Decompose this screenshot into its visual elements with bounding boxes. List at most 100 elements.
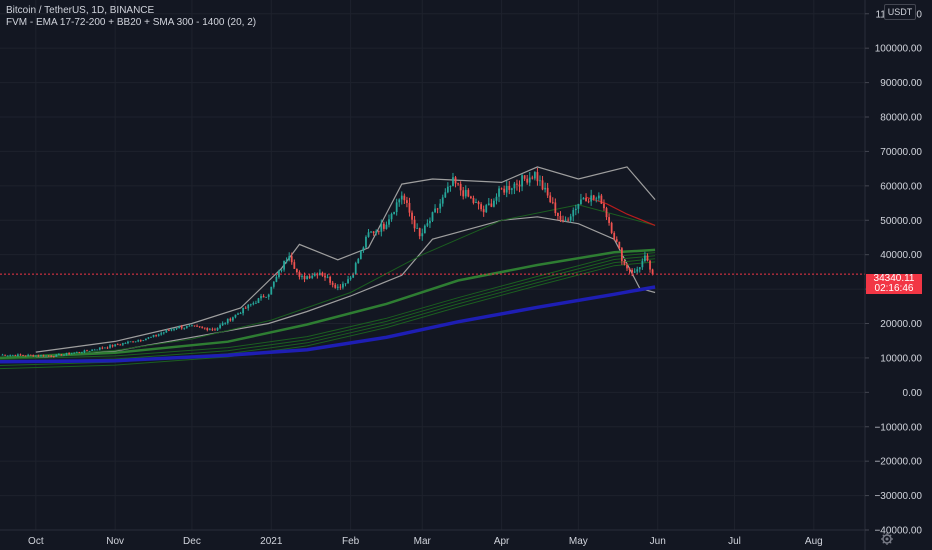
candle-body	[336, 286, 339, 288]
candle-body	[574, 208, 577, 211]
candle-body	[469, 196, 472, 198]
candle-body	[605, 208, 608, 218]
candle-body	[34, 355, 37, 357]
candle-body	[564, 219, 567, 221]
candle-body	[160, 333, 163, 335]
candle-body	[429, 220, 431, 224]
candle-body	[47, 355, 50, 357]
candle-body	[508, 185, 511, 190]
candle-body	[577, 203, 580, 209]
candle-body	[372, 231, 375, 234]
candle-body	[178, 326, 181, 329]
y-tick-label: 100000.00	[875, 44, 923, 55]
candle-body	[4, 354, 7, 356]
candle-body	[155, 334, 158, 336]
x-tick-label: Dec	[183, 536, 201, 547]
x-tick-label: Mar	[414, 536, 432, 547]
candle-body	[6, 355, 9, 357]
candle-body	[651, 269, 654, 275]
candle-body	[459, 183, 462, 191]
candle-body	[590, 195, 593, 202]
candle-body	[354, 263, 357, 274]
candle-body	[73, 352, 76, 354]
y-tick-label: 20000.00	[880, 319, 922, 330]
candle-body	[40, 355, 42, 357]
candle-body	[464, 189, 467, 197]
candle-body	[518, 184, 521, 187]
candle-body	[134, 341, 137, 343]
candle-body	[580, 199, 582, 204]
candle-body	[249, 304, 252, 306]
candle-body	[382, 223, 385, 229]
candle-body	[285, 260, 288, 261]
candle-body	[234, 314, 237, 318]
ema-200-line	[0, 248, 656, 360]
candle-body	[546, 187, 549, 196]
candle-body	[229, 318, 232, 321]
last-price-value: 34340.11	[873, 273, 915, 284]
candle-body	[78, 352, 81, 353]
currency-button[interactable]: USDT	[884, 4, 916, 20]
candle-body	[165, 330, 168, 333]
candle-body	[620, 248, 623, 261]
candle-body	[27, 354, 30, 356]
candle-body	[408, 202, 411, 213]
candle-body	[628, 268, 631, 270]
candle-body	[32, 355, 35, 357]
candle-body	[83, 350, 86, 353]
candle-body	[239, 313, 242, 314]
candle-body	[644, 255, 646, 261]
candle-body	[290, 256, 293, 263]
candle-body	[175, 328, 178, 330]
candle-body	[219, 325, 221, 328]
candle-body	[196, 325, 198, 327]
y-tick-label: 90000.00	[880, 78, 922, 89]
candle-body	[185, 326, 188, 328]
candle-body	[377, 230, 380, 232]
candle-body	[413, 219, 416, 229]
candle-body	[193, 325, 196, 327]
candle-body	[37, 355, 40, 357]
candle-body	[626, 264, 628, 269]
candle-body	[260, 296, 262, 299]
candle-body	[124, 343, 127, 344]
candle-body	[86, 350, 88, 352]
candle-body	[127, 341, 129, 344]
candle-body	[523, 175, 526, 179]
candle-body	[472, 197, 475, 203]
candle-body	[237, 313, 239, 315]
candle-body	[111, 345, 114, 347]
candlestick-series	[1, 167, 654, 358]
candle-body	[638, 267, 641, 270]
candle-body	[60, 354, 63, 356]
candle-body	[567, 219, 570, 221]
candle-body	[441, 197, 444, 204]
candle-body	[557, 213, 559, 217]
candle-body	[400, 195, 403, 200]
candle-body	[541, 180, 544, 190]
candle-body	[475, 201, 477, 203]
candle-body	[91, 349, 94, 351]
candle-body	[495, 196, 498, 201]
candle-body	[500, 188, 503, 190]
indicator-title[interactable]: FVM - EMA 17-72-200 + BB20 + SMA 300 - 1…	[6, 17, 257, 28]
candle-body	[206, 328, 209, 331]
y-tick-label: −30000.00	[874, 491, 922, 502]
symbol-title[interactable]: Bitcoin / TetherUS, 1D, BINANCE	[6, 5, 155, 16]
candle-body	[267, 294, 270, 297]
candle-body	[272, 281, 275, 287]
candle-body	[554, 202, 557, 214]
y-tick-label: 70000.00	[880, 147, 922, 158]
candle-body	[308, 276, 311, 278]
candle-body	[109, 345, 111, 348]
candle-body	[96, 349, 99, 351]
candle-body	[454, 177, 457, 184]
candle-body	[188, 325, 191, 327]
candle-body	[275, 276, 278, 282]
candle-body	[513, 183, 516, 189]
candle-body	[329, 276, 332, 283]
y-tick-label: −10000.00	[874, 422, 922, 433]
candle-body	[214, 329, 216, 331]
gear-icon[interactable]	[880, 532, 894, 546]
